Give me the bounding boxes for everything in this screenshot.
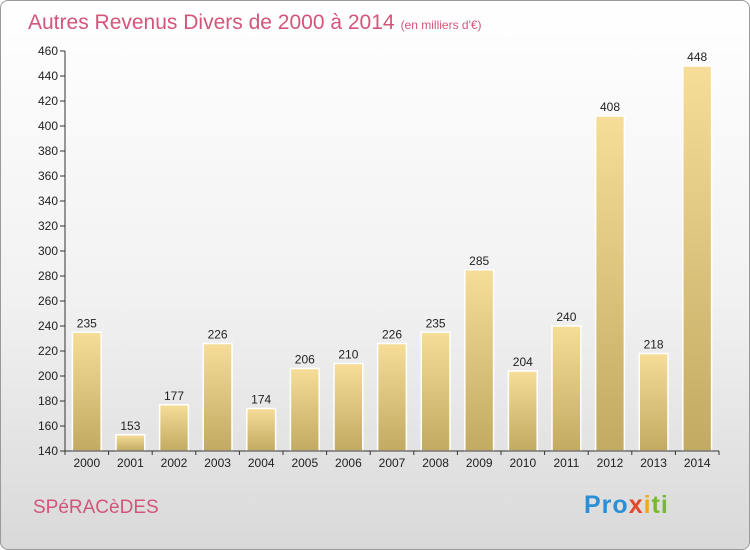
chart-title-text: Autres Revenus Divers de 2000 à 2014	[28, 11, 395, 34]
y-tick-label-380: 380	[38, 144, 58, 158]
bar-2006	[333, 362, 364, 452]
x-tick-label-2006: 2006	[335, 456, 362, 470]
y-tick-label-200: 200	[38, 369, 58, 383]
x-tick-label-2000: 2000	[73, 456, 100, 470]
x-tick-label-2011: 2011	[553, 456, 579, 470]
logo-part-1: Pro	[584, 491, 629, 519]
bar-2011	[551, 325, 582, 452]
bar-2007	[376, 342, 408, 452]
x-tick-label-2002: 2002	[161, 456, 188, 470]
bar-2012	[594, 115, 626, 452]
chart-unit-label: (en milliers d'€)	[400, 18, 482, 32]
bar-2005	[289, 367, 320, 452]
logo-part-3: i	[643, 491, 652, 519]
data-label-2013: 218	[644, 338, 664, 352]
y-tick-label-280: 280	[38, 269, 58, 283]
data-label-2003: 226	[208, 328, 228, 342]
bar-2002	[158, 404, 190, 452]
bar-2001	[115, 434, 146, 452]
data-label-2000: 235	[77, 316, 97, 330]
data-label-2009: 285	[469, 254, 489, 268]
data-label-2006: 210	[338, 348, 358, 362]
logo-part-4: ti	[651, 491, 669, 519]
data-label-2011: 240	[556, 310, 576, 324]
y-tick-label-220: 220	[38, 344, 58, 358]
y-tick-label-300: 300	[38, 244, 58, 258]
y-tick-label-420: 420	[38, 94, 58, 108]
data-label-2007: 226	[382, 328, 402, 342]
x-tick-label-2008: 2008	[422, 456, 449, 470]
x-tick-label-2010: 2010	[509, 456, 536, 470]
y-tick-label-140: 140	[38, 444, 58, 458]
bar-2004	[246, 407, 277, 452]
y-tick-label-340: 340	[38, 194, 58, 208]
x-tick-label-2014: 2014	[684, 456, 711, 470]
y-tick-label-360: 360	[38, 169, 58, 183]
bar-2008	[420, 331, 451, 452]
data-label-2014: 448	[687, 50, 707, 64]
logo-part-2: x	[628, 491, 644, 519]
x-tick-label-2005: 2005	[291, 456, 318, 470]
town-name: SPéRACèDES	[33, 497, 159, 518]
y-tick-label-240: 240	[38, 319, 58, 333]
x-tick-label-2009: 2009	[466, 456, 493, 470]
y-tick-label-320: 320	[38, 219, 58, 233]
data-label-2012: 408	[600, 100, 620, 114]
x-tick-label-2012: 2012	[597, 456, 624, 470]
data-label-2008: 235	[426, 316, 446, 330]
x-tick-label-2004: 2004	[248, 456, 275, 470]
data-label-2005: 206	[295, 353, 315, 367]
bar-2014	[682, 65, 713, 452]
data-label-2001: 153	[120, 419, 140, 433]
x-tick-label-2003: 2003	[204, 456, 231, 470]
bar-2010	[507, 370, 538, 452]
chart-title: Autres Revenus Divers de 2000 à 2014 (en …	[28, 11, 482, 35]
y-tick-label-460: 460	[38, 44, 58, 58]
proxiti-logo: Proxiti	[584, 491, 669, 520]
bar-2009	[464, 269, 495, 452]
y-tick-label-440: 440	[38, 69, 58, 83]
data-label-2010: 204	[513, 355, 533, 369]
x-tick-label-2007: 2007	[379, 456, 406, 470]
data-label-2004: 174	[251, 393, 271, 407]
bar-2013	[638, 352, 669, 452]
data-label-2002: 177	[164, 389, 184, 403]
x-tick-label-2001: 2001	[117, 456, 144, 470]
bar-2000	[71, 331, 102, 452]
bar-2003	[202, 342, 233, 452]
y-tick-label-260: 260	[38, 294, 58, 308]
y-tick-label-180: 180	[38, 394, 58, 408]
x-tick-label-2013: 2013	[640, 456, 667, 470]
y-tick-label-160: 160	[38, 419, 58, 433]
y-tick-label-400: 400	[38, 119, 58, 133]
